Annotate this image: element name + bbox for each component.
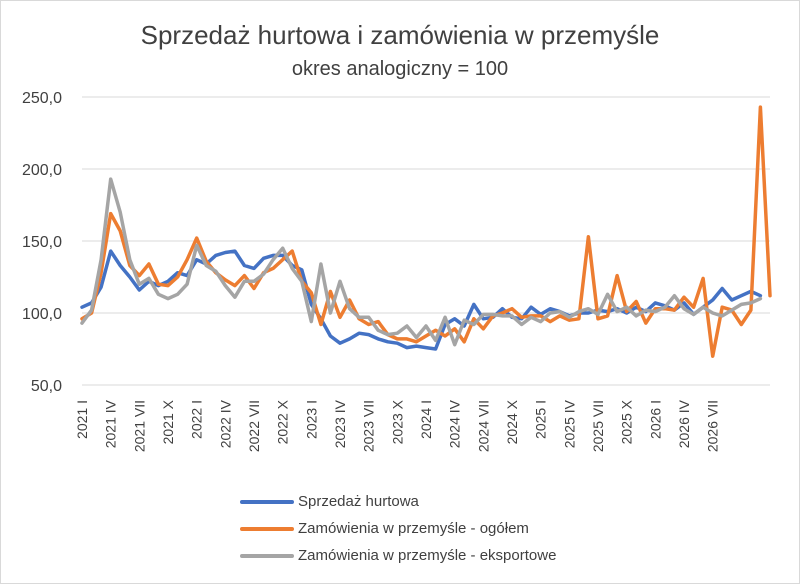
y-tick-label: 250,0 (22, 90, 62, 107)
x-tick-label: 2023 I (303, 400, 319, 439)
x-tick-label: 2022 IV (217, 399, 233, 448)
x-tick-label: 2026 VII (705, 400, 721, 452)
y-tick-label: 200,0 (22, 162, 62, 179)
x-tick-label: 2025 VII (590, 400, 606, 452)
x-tick-label: 2022 X (275, 399, 291, 444)
x-tick-label: 2024 VII (475, 400, 491, 452)
y-tick-label: 100,0 (22, 306, 62, 323)
x-tick-label: 2021 VII (131, 400, 147, 452)
legend-item-2: Zamówienia w przemyśle - ogółem (240, 515, 556, 542)
x-tick-label: 2024 IV (447, 399, 463, 448)
x-tick-label: 2022 VII (246, 400, 262, 452)
y-tick-label: 150,0 (22, 234, 62, 251)
legend-swatch (240, 553, 294, 558)
x-tick-label: 2021 IV (103, 399, 119, 448)
x-tick-label: 2023 X (389, 399, 405, 444)
x-tick-label: 2026 I (647, 400, 663, 439)
series-line-3 (80, 177, 763, 347)
x-tick-label: 2022 I (189, 400, 205, 439)
legend: Sprzedaż hurtowa Zamówienia w przemyśle -… (240, 488, 556, 569)
chart-title: Sprzedaż hurtowa i zamówienia w przemyśl… (140, 20, 660, 50)
x-tick-label: 2023 VII (361, 400, 377, 452)
x-tick-label: 2025 IV (561, 399, 577, 448)
legend-item-3: Zamówienia w przemyśle - eksportowe (240, 542, 556, 569)
y-tick-label: 50,0 (31, 378, 62, 395)
series-line-2 (80, 105, 772, 358)
legend-swatch (240, 526, 294, 531)
x-tick-label: 2025 X (619, 399, 635, 444)
x-tick-label: 2021 I (74, 400, 90, 439)
x-tick-label: 2024 I (418, 400, 434, 439)
x-tick-label: 2023 IV (332, 399, 348, 448)
legend-label: Zamówienia w przemyśle - ogółem (298, 520, 529, 537)
legend-swatch (240, 499, 294, 504)
x-tick-label: 2021 X (160, 399, 176, 444)
legend-label: Sprzedaż hurtowa (298, 493, 419, 510)
chart-subtitle: okres analogiczny = 100 (291, 58, 509, 80)
legend-label: Zamówienia w przemyśle - eksportowe (298, 547, 557, 564)
x-tick-label: 2024 X (504, 399, 520, 444)
x-tick-label: 2025 I (533, 400, 549, 439)
x-tick-label: 2026 IV (676, 399, 692, 448)
legend-item-1: Sprzedaż hurtowa (240, 488, 556, 515)
